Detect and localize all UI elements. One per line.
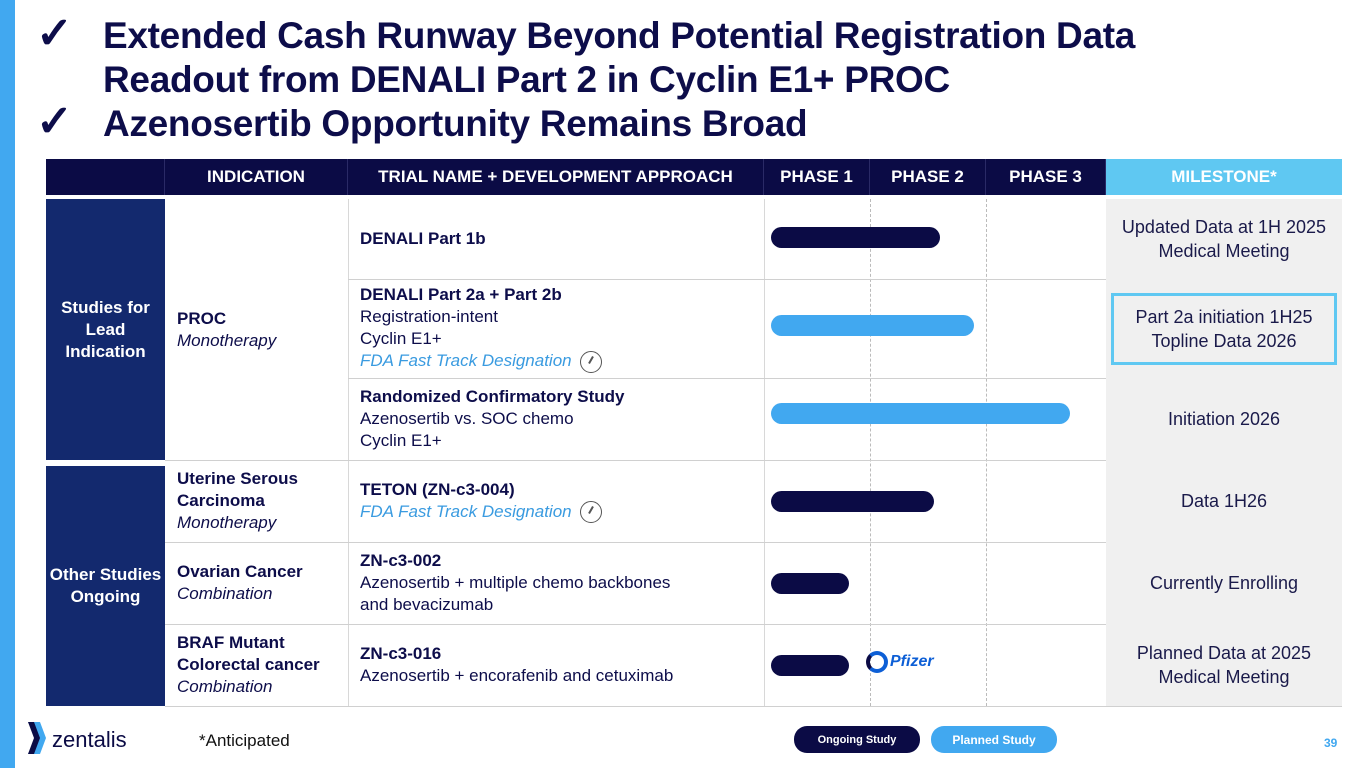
checkmark-icon: ✓ xyxy=(36,9,73,58)
progress-bar-ongoing xyxy=(771,227,940,248)
trial-name: ZN-c3-016 xyxy=(360,644,442,663)
checkmark-icon: ✓ xyxy=(36,97,73,146)
divider xyxy=(165,460,1342,461)
slide-title: Extended Cash Runway Beyond Potential Re… xyxy=(103,14,1135,146)
trial-row: DENALI Part 1b xyxy=(352,199,762,279)
zentalis-logo-text: zentalis xyxy=(52,727,127,752)
trial-name: ZN-c3-002 xyxy=(360,551,442,570)
indication-name: PROC xyxy=(177,308,227,328)
trial-detail: Registration-intent xyxy=(360,307,498,327)
trial-detail: Azenosertib + encorafenib and cetuximab xyxy=(360,666,674,685)
header-blank xyxy=(46,159,165,195)
indication-approach: Combination xyxy=(177,584,273,603)
indication-name: Ovarian Cancer xyxy=(177,562,303,581)
progress-bar-ongoing xyxy=(771,655,849,676)
indication-proc: PROC Monotherapy xyxy=(169,199,349,460)
indication-braf: BRAF Mutant Colorectal cancer Combinatio… xyxy=(169,624,349,706)
divider xyxy=(165,706,1342,707)
group-other-studies: Other Studies Ongoing xyxy=(46,463,165,706)
trial-name: DENALI Part 1b xyxy=(360,229,486,248)
pfizer-text: Pfizer xyxy=(890,653,934,670)
title-line: Extended Cash Runway Beyond Potential Re… xyxy=(103,15,1136,56)
divider xyxy=(348,279,1342,280)
header-trial: TRIAL NAME + DEVELOPMENT APPROACH xyxy=(348,159,764,195)
indication-name: Uterine Serous Carcinoma xyxy=(177,469,298,510)
trial-name: DENALI Part 2a + Part 2b xyxy=(360,285,562,305)
milestone-text: Part 2a initiation 1H25 Topline Data 202… xyxy=(1111,292,1337,365)
header-indication: INDICATION xyxy=(165,159,348,195)
accent-bar xyxy=(0,0,15,768)
trial-name: TETON (ZN-c3-004) xyxy=(360,479,515,499)
trial-row: DENALI Part 2a + Part 2b Registration-in… xyxy=(352,279,762,378)
trial-detail: and bevacizumab xyxy=(360,595,494,614)
page-number: 39 xyxy=(1324,736,1338,750)
legend-planned: Planned Study xyxy=(931,726,1057,753)
header-phase2: PHASE 2 xyxy=(870,159,986,195)
progress-bar-ongoing xyxy=(771,491,934,512)
indication-approach: Combination xyxy=(177,677,273,696)
indication-name: BRAF Mutant Colorectal cancer xyxy=(177,633,320,674)
indication-approach: Monotherapy xyxy=(177,513,277,532)
title-line: Readout from DENALI Part 2 in Cyclin E1+… xyxy=(103,59,950,100)
progress-bar-ongoing xyxy=(771,573,849,594)
trial-row: ZN-c3-016 Azenosertib + encorafenib and … xyxy=(352,624,762,706)
divider xyxy=(165,624,1342,625)
zentalis-logo-mark xyxy=(28,722,46,754)
header-phase3: PHASE 3 xyxy=(986,159,1106,195)
trial-row: TETON (ZN-c3-004) FDA Fast Track Designa… xyxy=(352,460,762,542)
trial-row: ZN-c3-002 Azenosertib + multiple chemo b… xyxy=(352,542,762,624)
stopwatch-icon xyxy=(579,350,602,373)
footnote: *Anticipated xyxy=(199,731,290,750)
trial-detail: Cyclin E1+ xyxy=(360,329,442,349)
milestone-highlighted: Part 2a initiation 1H25 Topline Data 202… xyxy=(1106,279,1342,378)
fast-track-label: FDA Fast Track Designation xyxy=(360,501,572,521)
header-milestone: MILESTONE* xyxy=(1106,159,1342,195)
milestone: Currently Enrolling xyxy=(1106,542,1342,624)
stopwatch-icon xyxy=(579,501,602,524)
phase-divider xyxy=(986,199,987,706)
progress-bar-planned xyxy=(771,315,975,336)
trial-name: Randomized Confirmatory Study xyxy=(360,387,625,406)
indication-approach: Monotherapy xyxy=(177,330,277,350)
group-lead-indication: Studies for Lead Indication xyxy=(46,199,165,460)
trial-row: Randomized Confirmatory Study Azenoserti… xyxy=(352,378,762,460)
indication-usc: Uterine Serous Carcinoma Monotherapy xyxy=(169,460,349,542)
pfizer-logo: Pfizer xyxy=(866,651,934,673)
divider xyxy=(165,542,1342,543)
fast-track-label: FDA Fast Track Designation xyxy=(360,351,572,371)
indication-ovarian: Ovarian Cancer Combination xyxy=(169,542,349,624)
divider xyxy=(348,199,349,706)
header-phase1: PHASE 1 xyxy=(764,159,870,195)
phase-divider xyxy=(870,199,871,706)
progress-bar-planned xyxy=(771,403,1070,424)
divider xyxy=(764,199,765,706)
milestone: Updated Data at 1H 2025 Medical Meeting xyxy=(1106,199,1342,279)
milestone: Initiation 2026 xyxy=(1106,378,1342,460)
trial-detail: Cyclin E1+ xyxy=(360,431,442,450)
legend-ongoing: Ongoing Study xyxy=(794,726,920,753)
milestone: Planned Data at 2025 Medical Meeting xyxy=(1106,624,1342,706)
title-line: Azenosertib Opportunity Remains Broad xyxy=(103,103,808,144)
trial-detail: Azenosertib + multiple chemo backbones xyxy=(360,573,671,592)
divider xyxy=(348,378,1342,379)
trial-detail: Azenosertib vs. SOC chemo xyxy=(360,409,574,428)
milestone: Data 1H26 xyxy=(1106,460,1342,542)
